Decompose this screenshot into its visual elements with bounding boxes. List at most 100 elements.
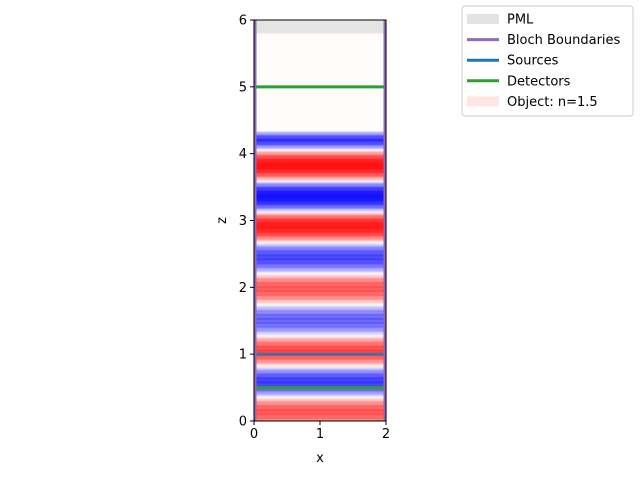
field-stripe bbox=[254, 340, 386, 343]
field-stripe bbox=[254, 310, 386, 312]
legend-label: Sources bbox=[507, 54, 559, 69]
field-stripe bbox=[254, 245, 386, 248]
field-stripe bbox=[254, 371, 386, 374]
y-tick-label: 5 bbox=[239, 80, 247, 95]
field-stripe bbox=[254, 368, 386, 371]
legend-label: Detectors bbox=[507, 74, 571, 89]
field-stripe bbox=[254, 306, 386, 308]
field-stripe bbox=[254, 229, 386, 232]
field-stripe bbox=[254, 335, 386, 338]
object-region bbox=[254, 20, 386, 421]
field-stripe bbox=[254, 201, 386, 204]
field-stripe bbox=[254, 231, 386, 234]
field-stripe bbox=[254, 204, 386, 207]
field-stripe bbox=[254, 391, 386, 394]
field-stripe bbox=[254, 374, 386, 377]
field-stripe bbox=[254, 265, 386, 268]
field-stripe bbox=[254, 351, 386, 354]
field-stripe bbox=[254, 203, 386, 206]
field-stripe bbox=[254, 249, 386, 252]
field-stripe bbox=[254, 380, 386, 383]
field-stripe bbox=[254, 394, 386, 397]
field-stripe bbox=[254, 191, 386, 194]
field-stripe bbox=[254, 331, 386, 334]
field-stripe bbox=[254, 232, 386, 235]
field-stripe bbox=[254, 327, 386, 330]
field-stripe bbox=[254, 247, 386, 250]
field-stripe bbox=[254, 176, 386, 179]
field-stripe bbox=[254, 330, 386, 333]
field-stripe bbox=[254, 350, 386, 353]
field-stripe bbox=[254, 199, 386, 202]
field-stripe bbox=[254, 271, 386, 274]
field-stripe bbox=[254, 362, 386, 365]
x-tick-label: 0 bbox=[250, 427, 258, 442]
field-stripe bbox=[254, 161, 386, 164]
field-stripe bbox=[254, 144, 386, 147]
field-stripe bbox=[254, 197, 386, 200]
field-stripe bbox=[254, 392, 386, 395]
field-stripe bbox=[254, 177, 386, 180]
field-stripe bbox=[254, 269, 386, 272]
field-stripe bbox=[254, 179, 386, 181]
field-stripe bbox=[254, 283, 386, 286]
field-stripe bbox=[254, 398, 386, 401]
field-stripe bbox=[254, 252, 386, 255]
legend-swatch bbox=[467, 14, 499, 24]
field-stripe bbox=[254, 311, 386, 314]
field-stripe bbox=[254, 130, 386, 133]
field-stripe bbox=[254, 227, 386, 230]
field-stripe bbox=[254, 141, 386, 144]
field-stripe bbox=[254, 217, 386, 220]
field-stripe bbox=[254, 336, 386, 339]
field-stripe bbox=[254, 183, 386, 186]
field-stripe bbox=[254, 355, 386, 358]
field-stripe bbox=[254, 319, 386, 322]
field-stripe bbox=[254, 326, 386, 329]
field-stripe bbox=[254, 404, 386, 407]
field-stripe bbox=[254, 370, 386, 373]
field-stripe bbox=[254, 221, 386, 224]
field-stripe bbox=[254, 412, 386, 415]
field-stripe bbox=[254, 264, 386, 267]
field-stripe bbox=[254, 140, 386, 143]
legend-frame bbox=[461, 5, 634, 117]
field-stripe bbox=[254, 338, 386, 341]
field-stripe bbox=[254, 175, 386, 177]
field-stripe bbox=[254, 172, 386, 175]
field-stripe bbox=[254, 248, 386, 251]
field-stripe bbox=[254, 169, 386, 172]
field-stripe bbox=[254, 395, 386, 398]
field-stripe bbox=[254, 185, 386, 188]
field-stripe bbox=[254, 233, 386, 236]
field-stripe bbox=[254, 240, 386, 243]
field-stripe bbox=[254, 173, 386, 176]
field-stripe bbox=[254, 220, 386, 223]
x-axis-label: x bbox=[316, 451, 324, 466]
field-stripe bbox=[254, 209, 386, 212]
field-stripe bbox=[254, 213, 386, 216]
field-stripe bbox=[254, 407, 386, 410]
field-stripe bbox=[254, 300, 386, 303]
field-stripe bbox=[254, 280, 386, 283]
field-stripe bbox=[254, 157, 386, 160]
field-stripe bbox=[254, 383, 386, 386]
field-stripe bbox=[254, 237, 386, 240]
field-stripe bbox=[254, 165, 386, 168]
field-stripe bbox=[254, 314, 386, 317]
field-stripe bbox=[254, 372, 386, 375]
field-stripe bbox=[254, 256, 386, 259]
y-tick-label: 0 bbox=[239, 415, 247, 430]
field-stripe bbox=[254, 150, 386, 153]
field-stripe bbox=[254, 153, 386, 156]
field-stripe bbox=[254, 419, 386, 421]
field-stripe bbox=[254, 367, 386, 370]
field-stripe bbox=[254, 384, 386, 387]
field-stripe bbox=[254, 261, 386, 264]
overlay-layer bbox=[254, 20, 386, 421]
legend-item: Detectors bbox=[467, 74, 571, 89]
field-stripe bbox=[254, 358, 386, 361]
field-stripe bbox=[254, 312, 386, 315]
field-stripe bbox=[254, 267, 386, 270]
field-stripe bbox=[254, 167, 386, 169]
